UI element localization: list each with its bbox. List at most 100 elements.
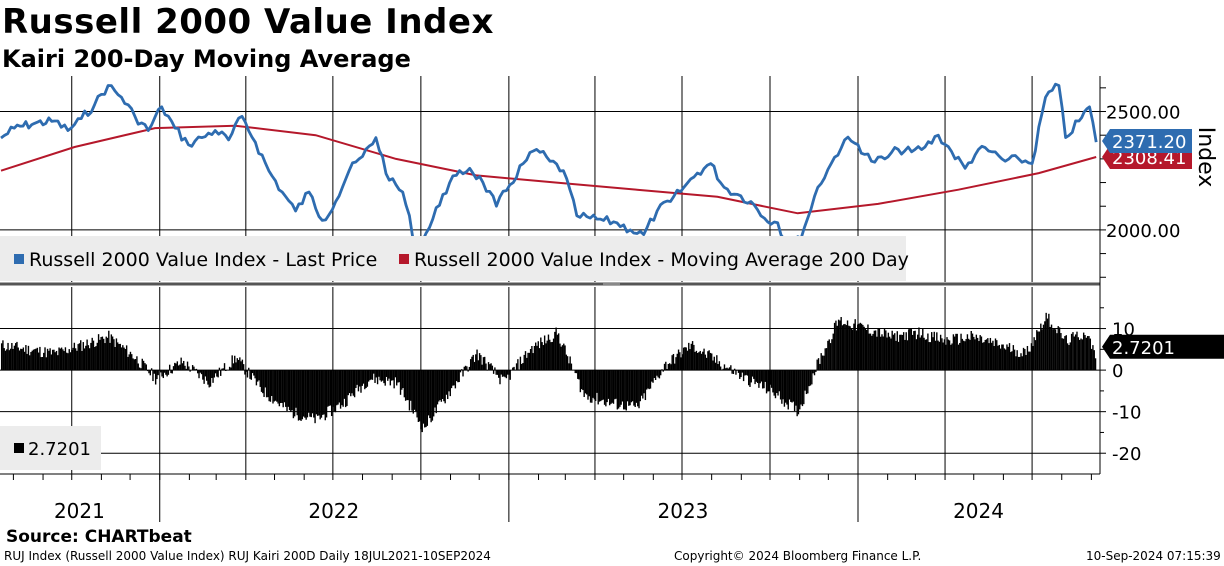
- kairi-bar: [918, 327, 920, 371]
- kairi-bar: [1038, 331, 1041, 371]
- kairi-bar: [1081, 339, 1084, 371]
- kairi-bar: [171, 370, 173, 374]
- kairi-bar: [863, 326, 865, 371]
- kairi-bar: [412, 370, 414, 414]
- kairi-bar: [768, 370, 770, 392]
- kairi-bar: [145, 364, 147, 371]
- kairi-bar: [1077, 337, 1080, 371]
- kairi-bar: [937, 340, 939, 371]
- kairi-bar: [119, 343, 121, 371]
- kairi-bar: [361, 370, 363, 386]
- kairi-bar: [408, 370, 411, 411]
- kairi-bar: [36, 347, 39, 371]
- kairi-bar: [524, 351, 527, 371]
- kairi-bar: [212, 370, 214, 383]
- kairi-bar: [999, 348, 1002, 371]
- kairi-bar: [713, 356, 715, 371]
- kairi-bar: [438, 370, 440, 402]
- kairi-bar: [434, 370, 436, 408]
- x-axis-year-label: 2021: [54, 499, 105, 523]
- kairi-bar: [634, 370, 636, 408]
- kairi-bar: [1046, 318, 1049, 371]
- kairi-bar: [264, 370, 267, 388]
- kairi-bar: [957, 344, 960, 371]
- kairi-bar: [598, 370, 601, 402]
- kairi-bar: [469, 359, 472, 371]
- kairi-bar: [476, 349, 478, 371]
- kairi-bar: [120, 347, 123, 371]
- kairi-bar: [788, 370, 791, 400]
- kairi-bar: [694, 351, 696, 371]
- kairi-bar: [174, 362, 176, 371]
- kairi-bar: [582, 370, 584, 391]
- kairi-bar: [94, 347, 96, 371]
- kairi-bar: [122, 345, 124, 371]
- kairi-bar: [767, 370, 769, 392]
- kairi-bar: [320, 370, 323, 418]
- kairi-bar: [625, 370, 627, 411]
- kairi-bar: [452, 370, 454, 386]
- kairi-bar: [319, 370, 321, 420]
- kairi-bar: [805, 370, 808, 395]
- kairi-bar: [559, 343, 561, 371]
- kairi-bar: [873, 330, 876, 371]
- kairi-bar: [705, 357, 708, 371]
- kairi-bar: [853, 323, 855, 371]
- kairi-bar: [311, 370, 314, 414]
- kairi-bar: [17, 347, 19, 371]
- kairi-bar: [295, 370, 297, 408]
- kairi-bar: [482, 357, 485, 371]
- kairi-bar: [398, 370, 400, 383]
- chart-title: Russell 2000 Value Index: [2, 2, 494, 42]
- kairi-bar: [796, 370, 798, 417]
- kairi-bar: [950, 344, 952, 371]
- kairi-bar: [308, 370, 310, 413]
- kairi-bar: [647, 370, 649, 389]
- kairi-bar: [951, 343, 953, 371]
- kairi-bar: [64, 347, 67, 371]
- kairi-bar: [667, 363, 670, 371]
- kairi-bar: [843, 324, 845, 371]
- kairi-bar: [1008, 343, 1011, 371]
- kairi-bar: [615, 370, 617, 399]
- kairi-bar: [3, 348, 5, 371]
- kairi-bar: [383, 370, 385, 384]
- kairi-bar: [813, 370, 816, 376]
- kairi-bar: [564, 345, 566, 371]
- kairi-bar: [314, 370, 316, 424]
- kairi-bar: [714, 362, 717, 371]
- kairi-bar: [1021, 356, 1023, 371]
- kairi-bar: [346, 370, 348, 406]
- kairi-bar: [732, 370, 735, 374]
- kairi-bar: [81, 350, 83, 371]
- kairi-bar: [919, 337, 921, 371]
- kairi-bar: [378, 370, 380, 377]
- kairi-bar: [142, 360, 145, 371]
- kairi-bar: [123, 347, 125, 371]
- kairi-bar: [461, 369, 463, 371]
- kairi-bar: [925, 339, 928, 371]
- kairi-bar: [397, 370, 399, 383]
- kairi-bar: [1064, 336, 1066, 371]
- kairi-bar: [388, 370, 390, 379]
- kairi-bar: [251, 370, 254, 374]
- kairi-bar: [127, 356, 129, 371]
- kairi-bar: [964, 341, 966, 371]
- kairi-bar: [978, 341, 980, 371]
- kairi-bar: [865, 329, 868, 371]
- kairi-bar: [1052, 329, 1054, 371]
- kairi-bar: [591, 370, 593, 403]
- kairi-bar: [501, 370, 504, 377]
- kairi-bar: [137, 363, 139, 371]
- kairi-bar: [339, 370, 342, 409]
- kairi-bar: [209, 370, 212, 387]
- kairi-bar: [665, 361, 667, 371]
- kairi-bar: [1089, 338, 1091, 371]
- kairi-bar: [302, 370, 305, 417]
- kairi-bar: [969, 339, 971, 371]
- kairi-bar: [216, 370, 218, 377]
- kairi-bar: [840, 317, 842, 371]
- kairi-bar: [679, 352, 681, 371]
- kairi-bar: [928, 342, 930, 371]
- kairi-bar: [399, 370, 402, 395]
